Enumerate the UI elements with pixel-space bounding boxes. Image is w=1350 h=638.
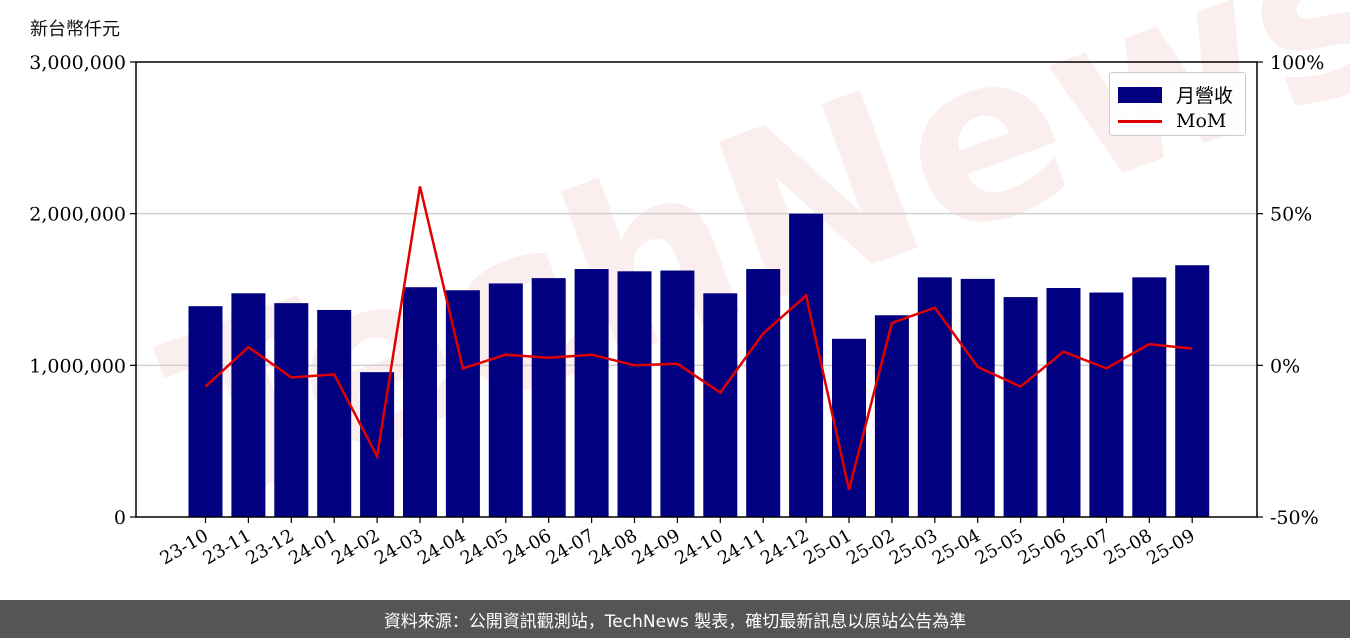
bar-25-01	[832, 338, 866, 517]
bar-23-12	[274, 303, 309, 517]
bar-24-05	[488, 283, 523, 517]
x-tick-label: 24-02	[328, 525, 383, 569]
x-tick-label: 25-07	[1057, 525, 1112, 569]
bar-25-04	[960, 278, 995, 517]
legend-label-revenue: 月營收	[1176, 85, 1234, 107]
footer-text: 資料來源：公開資訊觀測站，TechNews 製表，確切最新訊息以原站公告為準	[383, 611, 967, 632]
x-tick-label: 23-10	[157, 525, 212, 569]
x-tick-label: 25-05	[972, 525, 1027, 569]
x-tick-label: 25-03	[886, 525, 941, 569]
bar-24-03	[403, 287, 437, 517]
bar-24-01	[317, 309, 352, 517]
y-right-tick-label: 0%	[1270, 355, 1300, 377]
legend-item-revenue: 月營收	[1118, 81, 1233, 108]
y-right-tick-label: 100%	[1270, 52, 1324, 74]
x-tick-label: 24-03	[371, 525, 426, 569]
x-tick-label: 24-10	[671, 525, 726, 569]
bar-25-06	[1046, 287, 1081, 517]
x-tick-label: 25-09	[1143, 525, 1198, 569]
legend-label-mom: MoM	[1176, 110, 1227, 132]
bar-24-06	[531, 278, 566, 517]
bar-25-02	[874, 315, 909, 517]
y-left-tick-label: 2,000,000	[29, 204, 126, 226]
y-left-tick-label: 0	[114, 507, 126, 529]
x-tick-label: 25-04	[929, 525, 984, 569]
y-axis-unit-label: 新台幣仟元	[30, 19, 120, 40]
bar-25-05	[1003, 297, 1038, 517]
legend-swatch-line	[1118, 119, 1162, 123]
bar-24-12	[789, 213, 824, 517]
x-tick-label: 25-01	[800, 525, 855, 569]
y-left-tick-label: 3,000,000	[29, 52, 126, 74]
bar-24-07	[574, 269, 609, 517]
x-tick-label: 24-07	[543, 525, 598, 569]
bar-25-03	[917, 277, 952, 517]
bar-24-10	[703, 293, 738, 517]
axes	[135, 61, 1258, 518]
bar-23-10	[188, 306, 223, 517]
bar-24-08	[617, 271, 652, 517]
x-tick-label: 25-08	[1100, 525, 1155, 569]
y-left-axis: 0 1,000,000 2,000,000 3,000,000	[29, 52, 136, 529]
x-tick-label: 24-12	[757, 525, 812, 569]
footer-source: 資料來源：公開資訊觀測站，TechNews 製表，確切最新訊息以原站公告為準	[0, 600, 1350, 638]
x-tick-label: 24-05	[457, 525, 512, 569]
plot-frame	[135, 61, 1258, 518]
x-tick-label: 24-09	[628, 525, 683, 569]
bar-series	[188, 213, 1210, 517]
bar-25-07	[1089, 292, 1124, 517]
y-right-tick-label: 50%	[1270, 204, 1312, 226]
x-tick-label: 24-11	[714, 525, 769, 569]
legend: 月營收 MoM	[1109, 72, 1246, 136]
x-tick-label: 24-08	[586, 525, 641, 569]
bar-24-04	[445, 290, 480, 517]
bar-24-02	[360, 372, 395, 517]
x-tick-label: 24-04	[414, 525, 469, 569]
y-right-axis: -50% 0% 50% 100%	[1257, 52, 1324, 529]
y-right-tick-label: -50%	[1270, 507, 1319, 529]
x-tick-label: 25-02	[843, 525, 898, 569]
x-tick-label: 24-06	[500, 525, 555, 569]
bar-24-09	[660, 270, 695, 517]
legend-item-mom: MoM	[1118, 110, 1226, 132]
x-tick-label: 25-06	[1015, 525, 1070, 569]
y-left-tick-label: 1,000,000	[29, 355, 126, 377]
bar-24-11	[746, 269, 781, 517]
mom-line	[204, 186, 1193, 491]
legend-swatch-bar	[1118, 86, 1162, 103]
bar-25-09	[1175, 265, 1210, 517]
bar-25-08	[1132, 277, 1167, 517]
bar-23-11	[231, 293, 266, 517]
